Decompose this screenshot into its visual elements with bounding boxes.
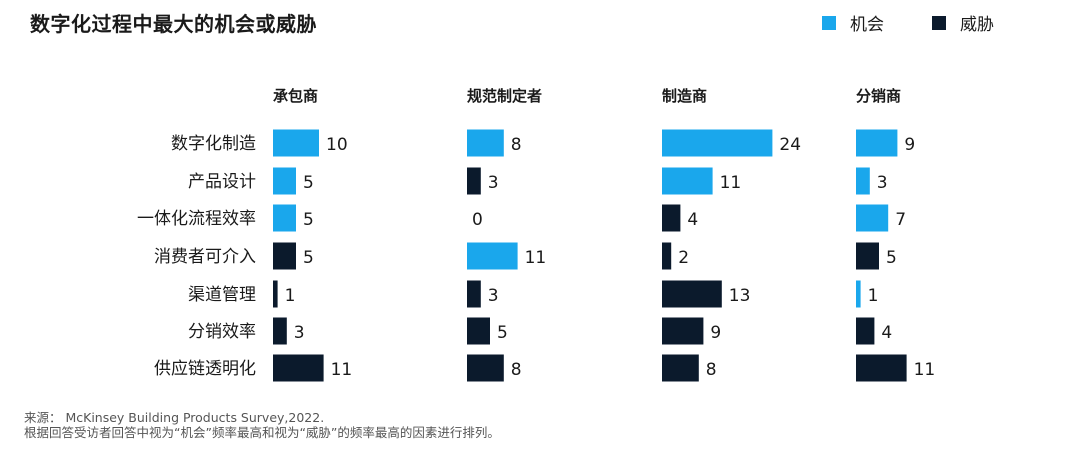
bar bbox=[662, 317, 704, 345]
bar bbox=[273, 204, 296, 232]
data-label: 13 bbox=[729, 286, 751, 306]
footer: 来源： McKinsey Building Products Survey,20… bbox=[24, 410, 500, 440]
data-label: 7 bbox=[895, 210, 906, 230]
panel-header: 承包商 bbox=[273, 87, 318, 105]
data-label: 24 bbox=[779, 135, 801, 155]
category-label: 一体化流程效率 bbox=[137, 209, 256, 229]
legend-item-threat: 威胁 bbox=[932, 10, 994, 35]
category-label: 渠道管理 bbox=[188, 285, 256, 305]
data-label: 2 bbox=[678, 248, 689, 268]
bar bbox=[467, 129, 504, 157]
source-note: 来源： McKinsey Building Products Survey,20… bbox=[24, 410, 325, 425]
bar bbox=[467, 317, 490, 345]
data-label: 9 bbox=[710, 323, 721, 343]
legend-label-threat: 威胁 bbox=[960, 15, 994, 35]
bar bbox=[856, 242, 879, 270]
bar bbox=[273, 280, 278, 308]
category-label: 分销效率 bbox=[188, 322, 256, 342]
bar bbox=[856, 167, 870, 195]
category-label: 产品设计 bbox=[188, 172, 256, 192]
data-label: 5 bbox=[303, 173, 314, 193]
data-label: 0 bbox=[472, 210, 483, 230]
bar bbox=[273, 167, 296, 195]
data-label: 5 bbox=[497, 323, 508, 343]
legend: 机会 威胁 bbox=[822, 10, 994, 35]
bar bbox=[662, 204, 681, 232]
data-label: 3 bbox=[488, 173, 499, 193]
data-label: 3 bbox=[294, 323, 305, 343]
bar bbox=[856, 354, 907, 382]
method-note: 根据回答受访者回答中视为“机会”频率最高和视为“威胁”的频率最高的因素进行排列。 bbox=[24, 425, 500, 440]
data-label: 8 bbox=[706, 360, 717, 380]
category-label: 消费者可介入 bbox=[154, 247, 256, 267]
data-label: 9 bbox=[904, 135, 915, 155]
bar bbox=[662, 354, 699, 382]
bar bbox=[273, 242, 296, 270]
data-label: 8 bbox=[511, 135, 522, 155]
panel-header: 制造商 bbox=[662, 87, 707, 105]
legend-swatch-threat bbox=[932, 15, 946, 30]
category-label: 供应链透明化 bbox=[154, 359, 256, 379]
legend-swatch-opportunity bbox=[822, 15, 836, 30]
bar bbox=[662, 167, 713, 195]
panel-header: 规范制定者 bbox=[467, 87, 542, 105]
bar bbox=[273, 129, 319, 157]
data-label: 8 bbox=[511, 360, 522, 380]
data-label: 4 bbox=[687, 210, 698, 230]
data-label: 1 bbox=[868, 286, 879, 306]
bar bbox=[856, 204, 889, 232]
bar bbox=[662, 129, 773, 157]
bar bbox=[273, 354, 324, 382]
bar bbox=[273, 317, 287, 345]
data-label: 4 bbox=[881, 323, 892, 343]
bar bbox=[662, 280, 722, 308]
data-label: 11 bbox=[914, 360, 936, 380]
bar bbox=[856, 280, 861, 308]
data-label: 3 bbox=[488, 286, 499, 306]
bar bbox=[467, 242, 518, 270]
bar bbox=[662, 242, 672, 270]
data-label: 5 bbox=[303, 210, 314, 230]
data-label: 11 bbox=[525, 248, 547, 268]
panel-header: 分销商 bbox=[856, 87, 901, 105]
bar bbox=[856, 317, 875, 345]
data-label: 11 bbox=[331, 360, 353, 380]
data-label: 1 bbox=[285, 286, 296, 306]
data-label: 10 bbox=[326, 135, 348, 155]
legend-label-opportunity: 机会 bbox=[850, 15, 884, 35]
category-label: 数字化制造 bbox=[171, 134, 256, 154]
data-label: 11 bbox=[720, 173, 742, 193]
data-label: 5 bbox=[303, 248, 314, 268]
bar bbox=[467, 354, 504, 382]
bar bbox=[467, 280, 481, 308]
data-label: 5 bbox=[886, 248, 897, 268]
legend-item-opportunity: 机会 bbox=[822, 10, 884, 35]
data-label: 3 bbox=[877, 173, 888, 193]
bar bbox=[467, 167, 481, 195]
chart-title: 数字化过程中最大的机会或威胁 bbox=[30, 12, 317, 36]
bar bbox=[856, 129, 898, 157]
